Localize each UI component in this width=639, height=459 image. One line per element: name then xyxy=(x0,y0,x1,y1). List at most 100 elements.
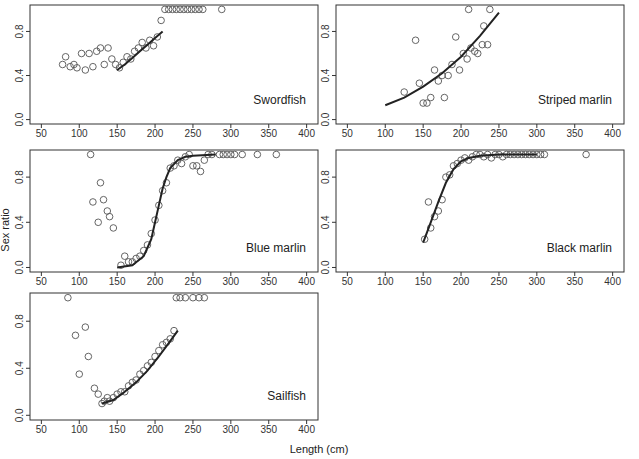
y-tick xyxy=(26,31,30,32)
data-point xyxy=(412,37,419,44)
chart-figure: 501001502002503003504000.00.40.8Swordfis… xyxy=(0,0,639,459)
y-tick xyxy=(332,267,336,268)
data-point xyxy=(105,45,112,52)
panel-title: Blue marlin xyxy=(246,241,306,255)
data-point xyxy=(165,6,172,13)
data-point xyxy=(59,61,66,68)
y-tick-label: 0.8 xyxy=(14,24,25,38)
data-point xyxy=(82,324,89,331)
data-point xyxy=(97,179,104,186)
panel-title: Sailfish xyxy=(267,389,306,403)
data-point xyxy=(420,100,427,107)
x-tick-label: 200 xyxy=(453,276,470,287)
data-point xyxy=(124,53,131,60)
panel: 501001502002503003504000.00.40.8Sailfish xyxy=(14,293,318,435)
data-area xyxy=(421,151,589,242)
x-tick-label: 250 xyxy=(185,276,202,287)
y-tick-label: 0.4 xyxy=(14,215,25,229)
data-point xyxy=(188,6,195,13)
plot-frame xyxy=(30,293,318,420)
data-point xyxy=(484,41,491,48)
x-tick-label: 400 xyxy=(604,276,621,287)
data-point xyxy=(441,94,448,101)
x-tick-label: 150 xyxy=(109,276,126,287)
y-tick xyxy=(26,415,30,416)
data-point xyxy=(72,332,79,339)
data-point xyxy=(452,34,459,41)
y-tick xyxy=(332,31,336,32)
data-point xyxy=(487,6,494,13)
y-tick-label: 0.8 xyxy=(320,170,331,184)
fit-line xyxy=(423,155,537,243)
data-point xyxy=(201,294,208,301)
data-point xyxy=(86,50,93,57)
data-point xyxy=(158,17,165,24)
data-point xyxy=(464,56,471,63)
x-tick-label: 50 xyxy=(36,128,48,139)
panel-title: Black marlin xyxy=(547,241,612,255)
data-point xyxy=(416,80,423,87)
data-point xyxy=(82,67,89,74)
data-point xyxy=(97,45,104,52)
x-tick-label: 50 xyxy=(342,128,354,139)
plot-frame xyxy=(30,150,318,272)
y-tick xyxy=(26,321,30,322)
y-tick xyxy=(26,267,30,268)
data-point xyxy=(401,89,408,96)
data-point xyxy=(216,151,223,158)
y-tick-label: 0.4 xyxy=(320,215,331,229)
data-point xyxy=(95,219,102,226)
x-tick-label: 250 xyxy=(185,128,202,139)
x-tick-label: 100 xyxy=(71,276,88,287)
data-point xyxy=(178,160,185,167)
plot-frame xyxy=(336,5,624,124)
x-tick-label: 350 xyxy=(566,128,583,139)
data-point xyxy=(218,6,225,13)
data-point xyxy=(427,94,434,101)
panel: 501001502002503003504000.00.40.8Blue mar… xyxy=(14,150,318,287)
y-tick-label: 0.0 xyxy=(14,408,25,422)
y-tick-label: 0.0 xyxy=(14,260,25,274)
data-area xyxy=(59,6,225,73)
data-point xyxy=(95,391,102,398)
data-point xyxy=(465,6,472,13)
x-tick-label: 350 xyxy=(260,424,277,435)
x-tick-label: 100 xyxy=(377,128,394,139)
data-point xyxy=(62,53,69,60)
data-point xyxy=(474,50,481,57)
x-axis-label: Length (cm) xyxy=(290,443,349,455)
data-point xyxy=(231,151,238,158)
data-point xyxy=(184,6,191,13)
data-point xyxy=(162,6,169,13)
fit-line xyxy=(117,155,216,268)
data-point xyxy=(254,151,261,158)
data-point xyxy=(224,151,231,158)
data-point xyxy=(200,6,207,13)
data-point xyxy=(91,385,98,392)
plot-frame xyxy=(336,150,624,272)
data-point xyxy=(110,225,117,232)
data-point xyxy=(228,151,235,158)
data-point xyxy=(190,294,197,301)
y-axis-label: Sex ratio xyxy=(0,208,11,251)
y-tick xyxy=(26,368,30,369)
y-tick-label: 0.4 xyxy=(320,68,331,82)
x-tick-label: 300 xyxy=(222,128,239,139)
x-tick-label: 200 xyxy=(147,424,164,435)
fit-line xyxy=(102,331,178,404)
data-point xyxy=(181,6,188,13)
x-tick-label: 300 xyxy=(222,276,239,287)
x-tick-label: 300 xyxy=(528,128,545,139)
data-point xyxy=(78,50,85,57)
y-tick xyxy=(26,119,30,120)
x-tick-label: 150 xyxy=(415,276,432,287)
data-point xyxy=(537,151,544,158)
data-point xyxy=(541,151,548,158)
y-tick-label: 0.0 xyxy=(320,112,331,126)
data-point xyxy=(169,6,176,13)
panel: 501001502002503003504000.00.40.8Swordfis… xyxy=(14,5,318,139)
data-point xyxy=(90,199,97,206)
data-point xyxy=(239,151,246,158)
data-point xyxy=(182,294,189,301)
y-tick-label: 0.0 xyxy=(14,112,25,126)
